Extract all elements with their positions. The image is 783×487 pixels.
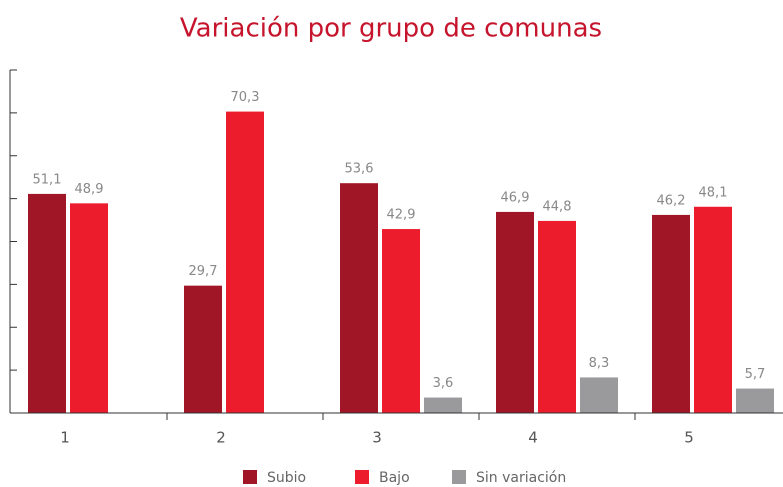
data-label: 48,1 <box>699 185 728 200</box>
x-tick-label: 3 <box>372 429 382 447</box>
bar <box>70 203 108 413</box>
data-label: 44,8 <box>543 199 572 214</box>
bar <box>580 377 618 413</box>
legend-swatch <box>452 470 466 484</box>
bar <box>652 214 690 413</box>
data-label: 5,7 <box>745 367 766 382</box>
bar <box>382 229 420 413</box>
data-label: 70,3 <box>231 90 260 105</box>
bar <box>184 285 222 413</box>
data-label: 42,9 <box>387 208 416 223</box>
legend-label: Subio <box>267 470 306 486</box>
data-label: 53,6 <box>345 162 374 177</box>
data-label: 46,9 <box>501 190 530 205</box>
chart-title: Variación por grupo de comunas <box>180 14 602 44</box>
bar <box>496 211 534 413</box>
data-label: 51,1 <box>33 172 62 187</box>
data-label: 29,7 <box>189 264 218 279</box>
legend-label: Sin variación <box>476 470 566 486</box>
data-label: 3,6 <box>433 376 454 391</box>
x-tick-label: 4 <box>528 429 538 447</box>
data-label: 8,3 <box>589 356 610 371</box>
x-tick-label: 1 <box>60 429 70 447</box>
bar <box>28 193 66 413</box>
x-tick-label: 5 <box>684 429 694 447</box>
bar <box>340 183 378 413</box>
bar <box>424 397 462 413</box>
legend-swatch <box>355 470 369 484</box>
bar <box>736 388 774 413</box>
bar <box>694 206 732 413</box>
bar <box>226 111 264 414</box>
data-label: 46,2 <box>657 193 686 208</box>
x-tick-label: 2 <box>216 429 226 447</box>
legend-swatch <box>243 470 257 484</box>
legend-label: Bajo <box>379 470 410 486</box>
data-label: 48,9 <box>75 182 104 197</box>
bar <box>538 220 576 413</box>
